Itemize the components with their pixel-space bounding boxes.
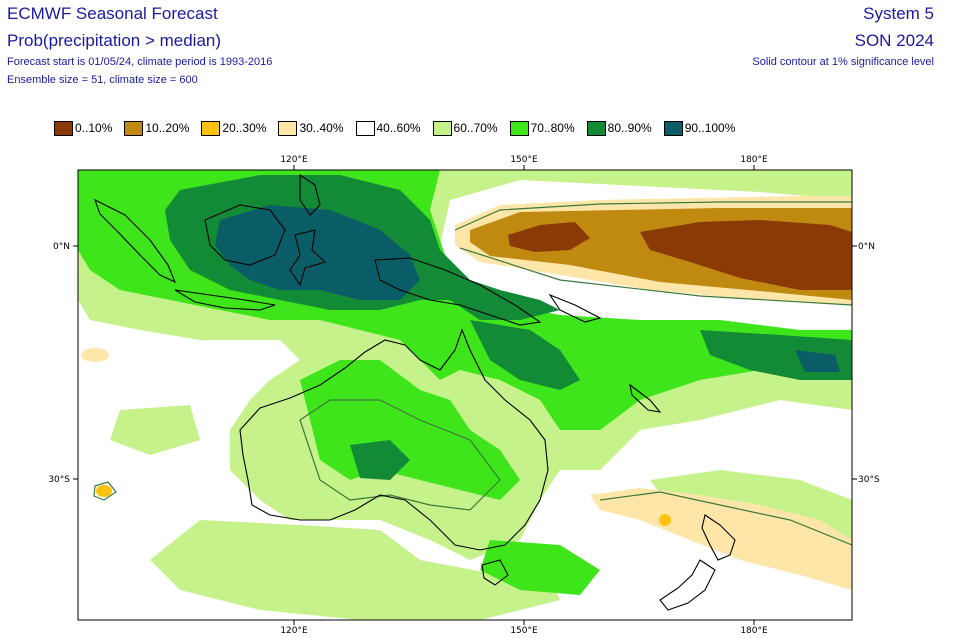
- lon-label-top: 120°E: [280, 155, 308, 165]
- lon-label-bottom: 120°E: [280, 626, 308, 636]
- legend-swatch: [124, 120, 144, 136]
- map-title: ECMWF Seasonal Forecast: [7, 4, 218, 23]
- legend-swatch: [54, 120, 73, 136]
- significance-contour: [599, 491, 852, 546]
- legend-label: 80..90%: [607, 121, 652, 135]
- legend-item: 20..30%: [201, 120, 267, 136]
- legend-item: 60..70%: [432, 120, 498, 136]
- legend-item: 80..90%: [586, 120, 652, 136]
- field-0-10-pacific: [508, 222, 590, 252]
- field-90-100-indonesia: [215, 205, 420, 300]
- legend-swatch: [278, 120, 298, 136]
- ensemble-size-info: Ensemble size = 51, climate size = 600: [7, 74, 198, 86]
- significance-contour: [459, 247, 852, 306]
- coastline-new-caledonia: [629, 383, 662, 413]
- legend-item: 90..100%: [663, 120, 736, 136]
- coastline-tasmania: [481, 559, 509, 586]
- field-0-10-pacific-east: [640, 220, 852, 290]
- coastline-solomons: [548, 293, 602, 323]
- field-80-90-central-aus: [350, 440, 410, 480]
- significance-contour: [93, 481, 117, 501]
- field-30-40-spot-west: [81, 348, 109, 362]
- lon-label-bottom: 180°E: [740, 626, 768, 636]
- legend-swatch: [432, 120, 452, 136]
- axis-ticks: [73, 165, 857, 625]
- legend-swatch: [201, 120, 221, 136]
- contour-note: Solid contour at 1% significance level: [752, 56, 934, 68]
- lon-label-bottom: 150°E: [510, 626, 538, 636]
- probability-field: [78, 170, 852, 620]
- lat-label-left: 30°S: [48, 475, 70, 485]
- coastline-nz-north: [701, 514, 736, 561]
- forecast-start-info: Forecast start is 01/05/24, climate peri…: [7, 56, 273, 68]
- coastline-java: [174, 289, 276, 311]
- legend-item: 40..60%: [355, 120, 421, 136]
- probability-legend: 0..10% 10..20% 20..30% 30..40% 40..60% 6…: [54, 119, 747, 137]
- lon-label-top: 180°E: [740, 155, 768, 165]
- legend-label: 20..30%: [222, 121, 267, 135]
- coastline-nz-south: [659, 559, 716, 611]
- legend-label: 60..70%: [453, 121, 498, 135]
- field-90-100-east: [795, 350, 840, 372]
- legend-swatch: [355, 120, 375, 136]
- coastline-sumatra: [94, 198, 177, 284]
- legend-label: 40..60%: [376, 121, 421, 135]
- legend-item: 30..40%: [278, 120, 344, 136]
- coastline-philippines: [299, 173, 321, 216]
- legend-swatch: [663, 120, 683, 136]
- significance-contour: [299, 399, 501, 511]
- legend-item: 70..80%: [509, 120, 575, 136]
- field-80-90-northeast: [470, 320, 580, 390]
- map-frame: [77, 169, 853, 621]
- legend-label: 10..20%: [145, 121, 190, 135]
- field-60-70-southwest: [110, 405, 200, 455]
- season-label: SON 2024: [854, 31, 934, 50]
- lon-label-top: 150°E: [510, 155, 538, 165]
- legend-swatch: [586, 120, 606, 136]
- legend-item: 0..10%: [54, 120, 113, 136]
- system-label: System 5: [863, 4, 934, 23]
- field-60-70-south: [150, 520, 560, 620]
- lat-label-left: 0°N: [53, 242, 70, 252]
- legend-label: 30..40%: [299, 121, 344, 135]
- legend-item: 10..20%: [124, 120, 190, 136]
- map-subtitle: Prob(precipitation > median): [7, 31, 222, 50]
- field-20-30-spot: [96, 485, 112, 497]
- coastline-borneo: [204, 204, 286, 266]
- field-70-80-australia: [300, 360, 520, 500]
- lat-label-right: 0°N: [858, 242, 875, 252]
- legend-label: 0..10%: [75, 121, 113, 135]
- legend-label: 70..80%: [530, 121, 575, 135]
- field-20-30-spot-nz: [659, 514, 671, 526]
- legend-label: 90..100%: [684, 121, 736, 135]
- field-30-40-nz: [590, 488, 852, 590]
- coastline-sulawesi: [289, 229, 327, 287]
- significance-contour: [454, 201, 852, 231]
- legend-swatch: [509, 120, 529, 136]
- field-70-80-south-ocean: [480, 540, 600, 595]
- lat-label-right: 30°S: [858, 475, 880, 485]
- coastline-australia: [239, 328, 549, 551]
- coastlines: [94, 173, 736, 611]
- coastline-new-guinea: [374, 257, 542, 326]
